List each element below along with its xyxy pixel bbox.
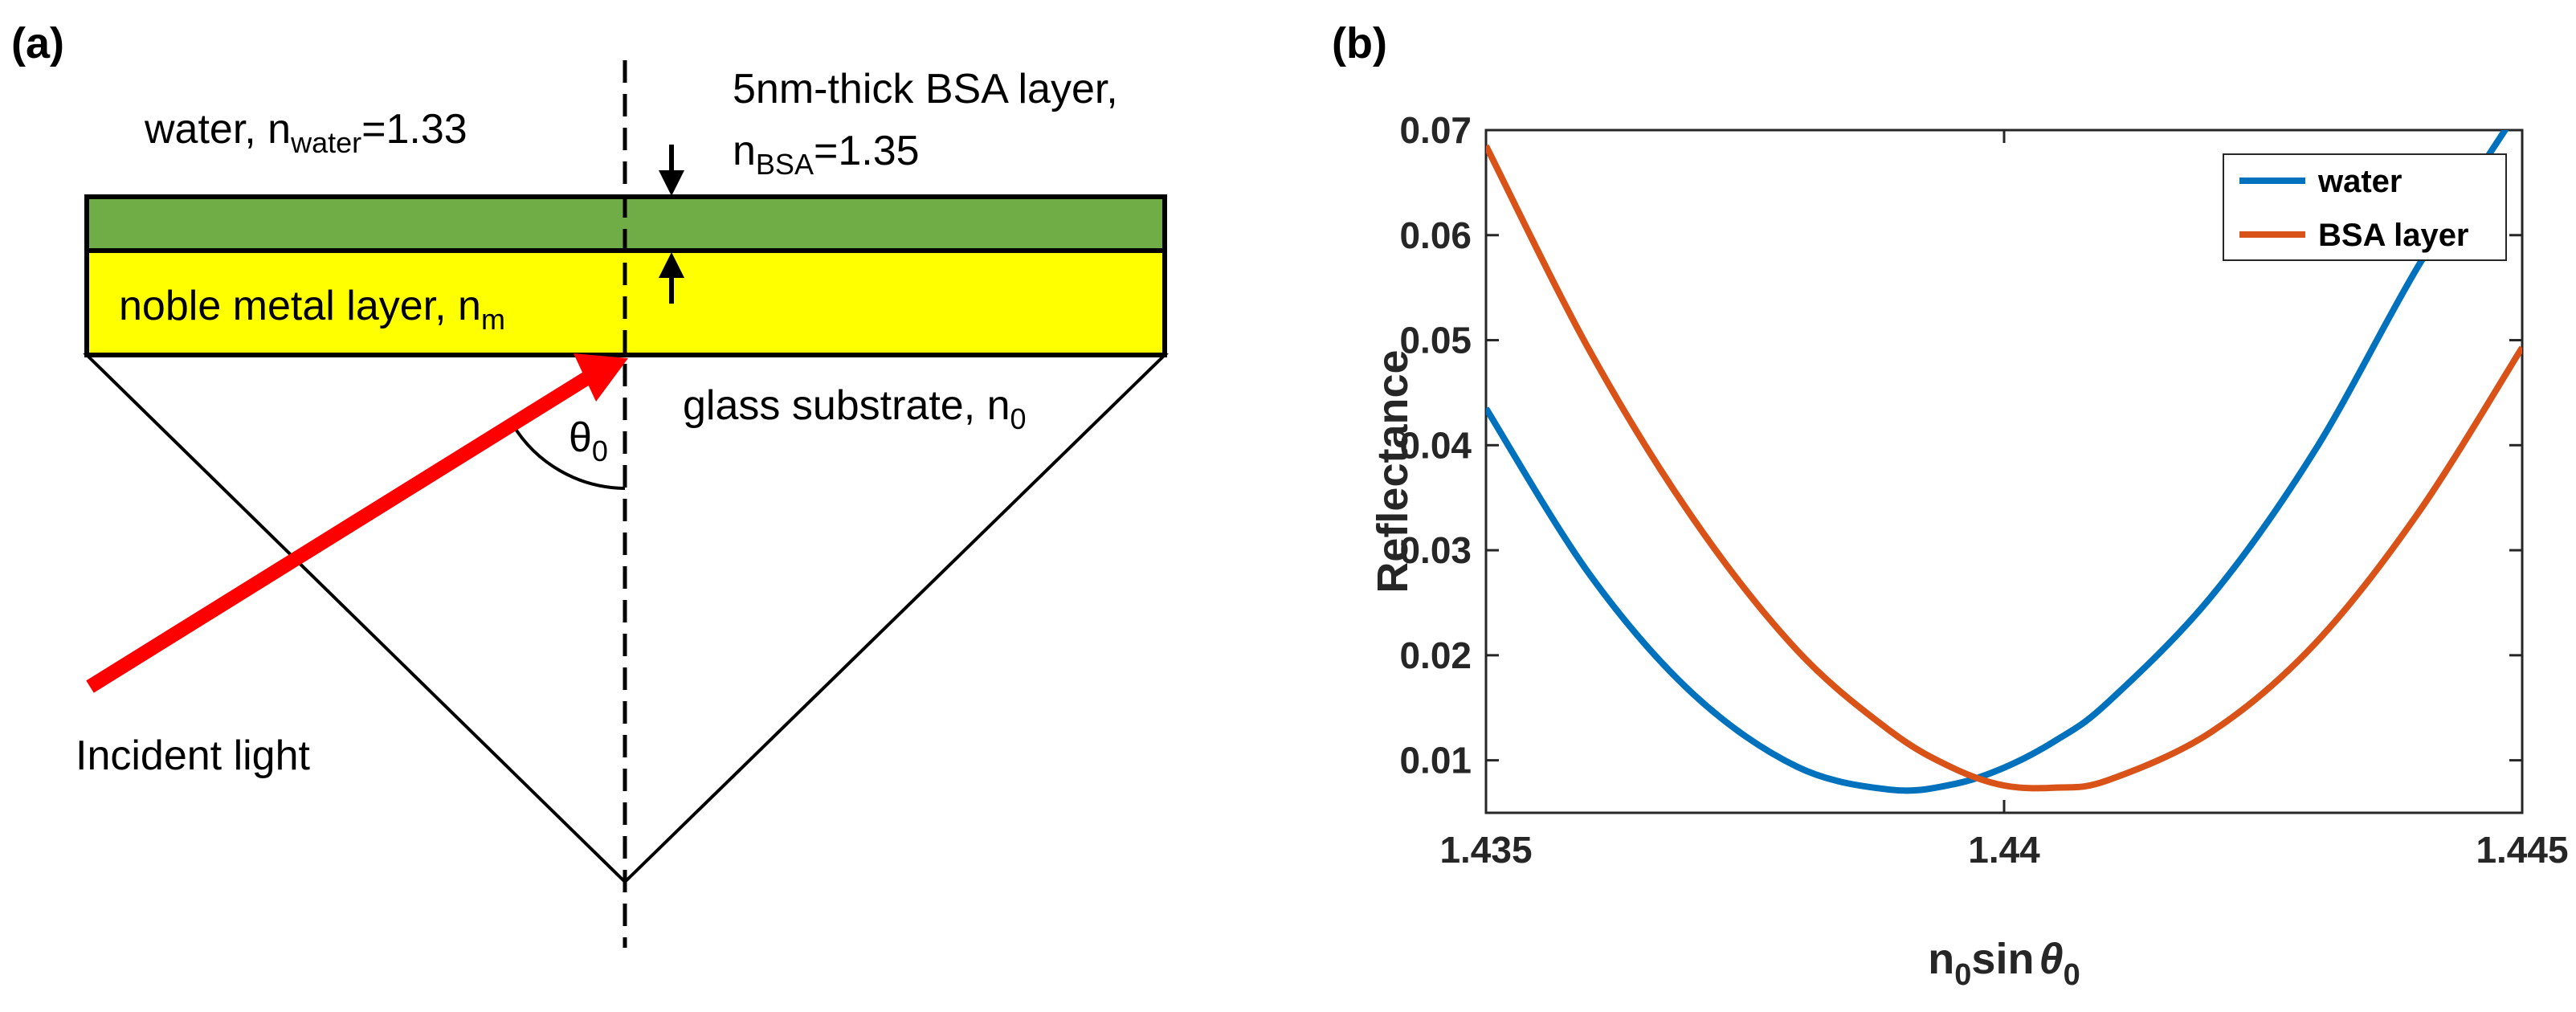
- bottom-arrow-up-icon: [659, 252, 684, 278]
- angle-arc: [511, 422, 626, 490]
- series-line-bsa-layer: [1486, 144, 2522, 792]
- incident-light-arrowhead-icon: [574, 353, 628, 402]
- glass-label-text: glass substrate, n: [683, 382, 1010, 429]
- x-axis-label-sin: sin: [1971, 935, 2034, 983]
- legend-label-bsa: BSA layer: [2318, 218, 2469, 253]
- incident-light-label: Incident light: [76, 732, 311, 779]
- x-axis-label-sub2: 0: [2064, 958, 2080, 992]
- y-tick-label: 0.02: [1399, 635, 1472, 676]
- water-label-text: water, n: [144, 106, 291, 153]
- incident-light-ray: [86, 363, 605, 693]
- thickness-arrows: [659, 145, 684, 304]
- bsa-label-line2: nBSA=1.35: [733, 128, 920, 181]
- metal-label-subscript: m: [481, 303, 505, 336]
- panel-a: (a) water, nwater=1.33 5nm-thick BSA lay…: [11, 19, 1169, 948]
- x-tick-label: 1.44: [1968, 829, 2040, 871]
- y-tick-label: 0.03: [1399, 529, 1472, 571]
- theta-subscript: 0: [592, 435, 608, 467]
- y-axis-label: Reflectance: [1369, 349, 1417, 593]
- x-axis-label-n: n: [1928, 935, 1954, 983]
- x-axis-label-theta: θ: [2039, 935, 2063, 983]
- panel-b-label: (b): [1332, 19, 1387, 67]
- bsa-n: n: [733, 128, 756, 174]
- y-tick-label: 0.06: [1399, 214, 1472, 256]
- legend: water BSA layer: [2223, 153, 2507, 261]
- y-tick-label: 0.07: [1399, 109, 1472, 151]
- water-label: water, nwater=1.33: [144, 106, 467, 159]
- y-axis: 0.01 0.02 0.03 0.04 0.05 0.06 0.07: [1399, 109, 2522, 781]
- series-line-water: [1486, 130, 2509, 794]
- glass-label-subscript: 0: [1010, 402, 1027, 435]
- water-label-value: =1.33: [361, 106, 467, 153]
- x-axis: 1.435 1.44 1.445: [1439, 130, 2569, 871]
- bsa-value: =1.35: [814, 128, 920, 174]
- y-tick-label: 0.05: [1399, 320, 1472, 361]
- theta-symbol: θ: [569, 414, 592, 461]
- metal-label-text: noble metal layer, n: [119, 283, 481, 329]
- panel-a-label: (a): [11, 19, 64, 67]
- series-group: [1486, 130, 2522, 794]
- top-arrow-down-icon: [659, 170, 684, 196]
- panel-b: (b) 0.010.020.030.040.050.060.07 1.435 1.…: [1332, 19, 2569, 992]
- metal-label: noble metal layer, nm: [119, 283, 505, 336]
- x-tick-label: 1.445: [2476, 829, 2568, 871]
- x-tick-label: 1.435: [1439, 829, 1532, 871]
- glass-label: glass substrate, n0: [683, 382, 1027, 435]
- y-tick-label: 0.01: [1399, 740, 1472, 781]
- x-axis-label: n0sin θ0: [1928, 935, 2080, 992]
- legend-box: [2223, 153, 2507, 261]
- y-tick-label: 0.04: [1399, 424, 1472, 466]
- theta-label: θ0: [569, 414, 608, 467]
- water-label-subscript: water: [290, 126, 361, 159]
- bsa-label-line1: 5nm-thick BSA layer,: [733, 66, 1118, 112]
- bsa-subscript: BSA: [756, 148, 814, 181]
- x-axis-label-sub1: 0: [1954, 958, 1971, 992]
- legend-label-water: water: [2317, 164, 2402, 199]
